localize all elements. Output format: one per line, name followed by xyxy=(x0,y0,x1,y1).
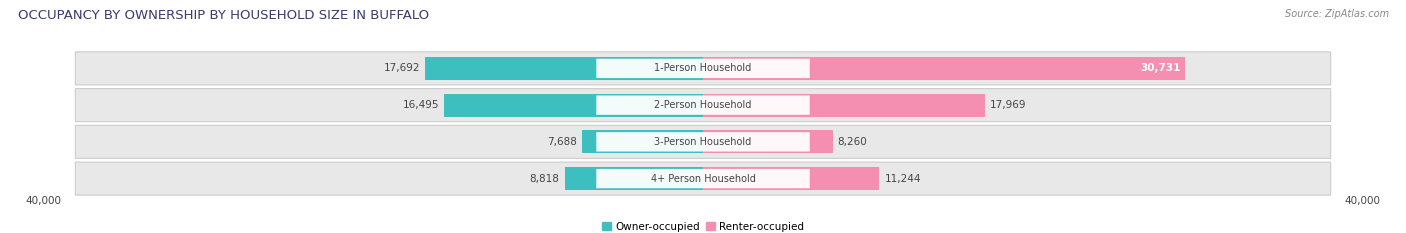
Bar xyxy=(703,130,832,153)
Text: 8,260: 8,260 xyxy=(838,137,868,147)
Bar xyxy=(444,94,703,116)
Text: 17,969: 17,969 xyxy=(990,100,1026,110)
FancyBboxPatch shape xyxy=(76,162,1330,195)
Legend: Owner-occupied, Renter-occupied: Owner-occupied, Renter-occupied xyxy=(598,217,808,233)
Text: Source: ZipAtlas.com: Source: ZipAtlas.com xyxy=(1285,9,1389,19)
Text: 40,000: 40,000 xyxy=(1346,196,1381,206)
Text: 30,731: 30,731 xyxy=(1140,63,1180,73)
Text: 16,495: 16,495 xyxy=(402,100,439,110)
Bar xyxy=(582,130,703,153)
Text: 2-Person Household: 2-Person Household xyxy=(654,100,752,110)
Bar xyxy=(703,167,879,190)
Text: OCCUPANCY BY OWNERSHIP BY HOUSEHOLD SIZE IN BUFFALO: OCCUPANCY BY OWNERSHIP BY HOUSEHOLD SIZE… xyxy=(18,9,429,22)
Bar xyxy=(426,57,703,80)
FancyBboxPatch shape xyxy=(596,132,810,151)
FancyBboxPatch shape xyxy=(596,59,810,78)
FancyBboxPatch shape xyxy=(76,89,1330,122)
FancyBboxPatch shape xyxy=(76,52,1330,85)
Text: 4+ Person Household: 4+ Person Household xyxy=(651,174,755,184)
Text: 1-Person Household: 1-Person Household xyxy=(654,63,752,73)
Text: 40,000: 40,000 xyxy=(25,196,60,206)
Bar xyxy=(703,57,1185,80)
Text: 7,688: 7,688 xyxy=(547,137,578,147)
Text: 3-Person Household: 3-Person Household xyxy=(654,137,752,147)
FancyBboxPatch shape xyxy=(76,125,1330,158)
Text: 11,244: 11,244 xyxy=(884,174,921,184)
Text: 8,818: 8,818 xyxy=(530,174,560,184)
FancyBboxPatch shape xyxy=(596,96,810,115)
Bar xyxy=(565,167,703,190)
FancyBboxPatch shape xyxy=(596,169,810,188)
Text: 17,692: 17,692 xyxy=(384,63,420,73)
Bar xyxy=(703,94,986,116)
